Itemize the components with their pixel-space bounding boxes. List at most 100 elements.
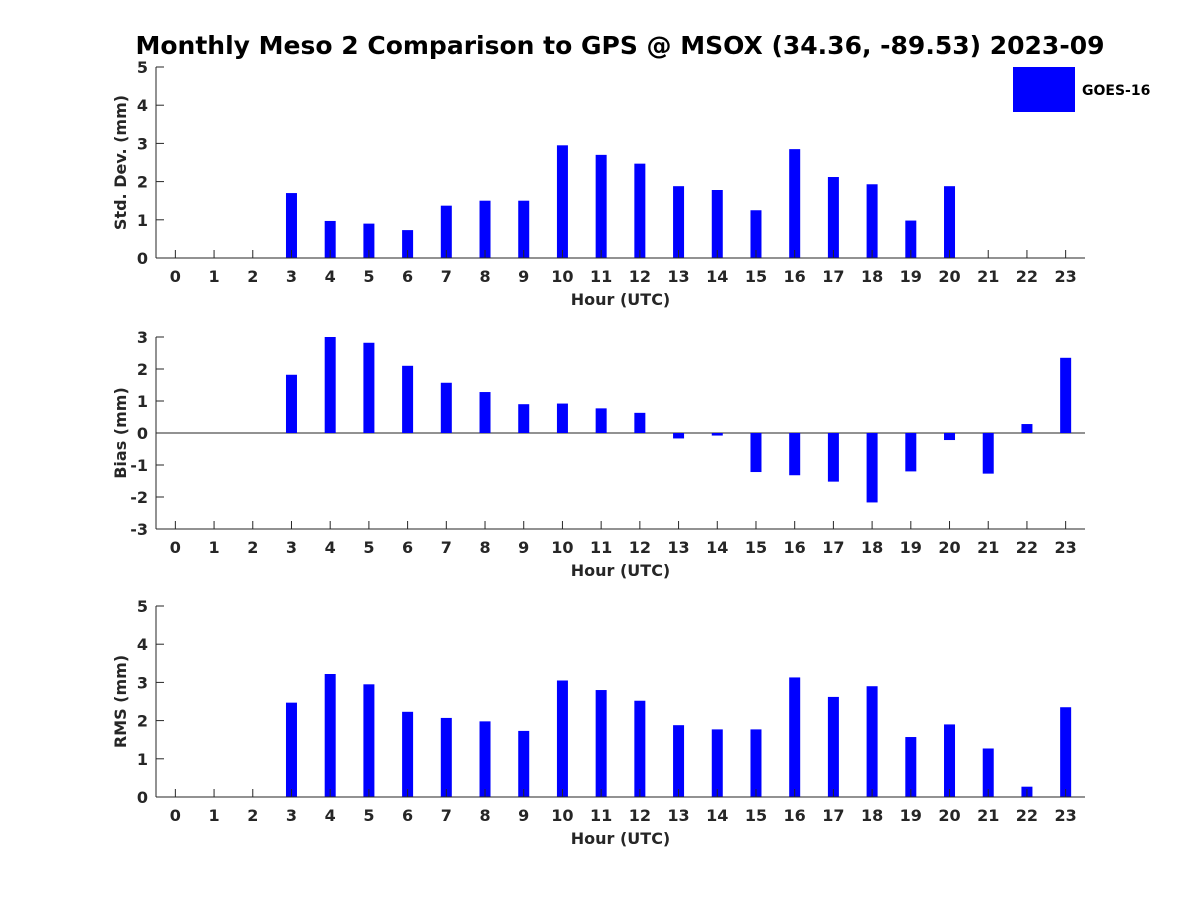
bar-hour-8 [479, 392, 491, 433]
y-tick-label: 0 [137, 249, 148, 268]
x-tick-label: 21 [977, 806, 999, 825]
x-tick-label: 1 [208, 267, 219, 286]
bar-hour-9 [518, 200, 530, 258]
x-tick-label: 3 [286, 538, 297, 557]
bar-hour-15 [750, 729, 762, 797]
bar-hour-17 [827, 696, 839, 797]
x-tick-label: 22 [1016, 806, 1038, 825]
bar-hour-8 [479, 200, 491, 258]
x-tick-label: 12 [629, 806, 651, 825]
x-tick-label: 8 [479, 267, 490, 286]
x-tick-label: 10 [551, 538, 573, 557]
bar-hour-11 [595, 690, 607, 797]
bar-hour-12 [634, 163, 646, 258]
y-tick-label: 3 [137, 134, 148, 153]
legend-swatch-goes16 [1013, 67, 1075, 112]
x-tick-label: 4 [325, 806, 336, 825]
bar-hour-15 [750, 433, 762, 473]
x-tick-label: 2 [247, 806, 258, 825]
bar-hour-3 [285, 702, 297, 797]
y-tick-label: 4 [137, 635, 148, 654]
bar-hour-12 [634, 412, 646, 433]
x-tick-label: 12 [629, 267, 651, 286]
x-tick-label: 17 [822, 538, 844, 557]
x-tick-label: 9 [518, 538, 529, 557]
y-axis-label: RMS (mm) [111, 655, 130, 748]
bar-hour-12 [634, 700, 646, 797]
bar-hour-19 [905, 433, 917, 472]
x-tick-label: 23 [1055, 538, 1077, 557]
bar-hour-14 [711, 433, 723, 436]
x-tick-label: 16 [784, 538, 806, 557]
x-tick-label: 11 [590, 538, 612, 557]
x-tick-label: 10 [551, 806, 573, 825]
x-tick-label: 6 [402, 267, 413, 286]
x-tick-label: 6 [402, 538, 413, 557]
bar-hour-6 [402, 711, 414, 797]
x-tick-label: 5 [363, 267, 374, 286]
bar-hour-13 [673, 725, 685, 797]
bar-hour-5 [363, 342, 375, 433]
bar-hour-23 [1060, 707, 1072, 797]
y-tick-label: 0 [137, 424, 148, 443]
x-axis-label: Hour (UTC) [571, 829, 671, 848]
x-tick-label: 7 [441, 806, 452, 825]
bar-hour-19 [905, 220, 917, 258]
x-tick-label: 22 [1016, 538, 1038, 557]
x-tick-label: 3 [286, 806, 297, 825]
bar-hour-23 [1060, 357, 1072, 433]
x-tick-label: 2 [247, 267, 258, 286]
y-tick-label: 1 [137, 211, 148, 230]
y-tick-label: 2 [137, 360, 148, 379]
x-tick-label: 16 [784, 806, 806, 825]
bar-hour-21 [982, 433, 994, 474]
y-tick-label: 2 [137, 173, 148, 192]
bar-hour-9 [518, 404, 530, 433]
y-tick-label: 0 [137, 788, 148, 807]
bar-hour-16 [789, 433, 801, 476]
x-tick-label: 9 [518, 267, 529, 286]
x-tick-label: 9 [518, 806, 529, 825]
y-tick-label: 5 [137, 58, 148, 77]
bar-hour-14 [711, 729, 723, 797]
x-tick-label: 23 [1055, 806, 1077, 825]
x-tick-label: 17 [822, 267, 844, 286]
bar-hour-18 [866, 184, 878, 258]
bar-hour-8 [479, 721, 491, 797]
x-tick-label: 8 [479, 538, 490, 557]
x-tick-label: 3 [286, 267, 297, 286]
bar-hour-6 [402, 230, 414, 258]
bar-hour-18 [866, 433, 878, 503]
x-tick-label: 13 [667, 538, 689, 557]
y-tick-label: 5 [137, 597, 148, 616]
bar-hour-5 [363, 684, 375, 797]
x-tick-label: 23 [1055, 267, 1077, 286]
bar-hour-21 [982, 748, 994, 797]
x-tick-label: 1 [208, 538, 219, 557]
bar-hour-16 [789, 149, 801, 258]
x-tick-label: 0 [170, 538, 181, 557]
x-tick-label: 14 [706, 806, 728, 825]
bar-hour-3 [285, 193, 297, 258]
bar-hour-13 [673, 433, 685, 439]
y-tick-label: -3 [130, 520, 148, 539]
bar-hour-19 [905, 737, 917, 797]
y-tick-label: -1 [130, 456, 148, 475]
bar-hour-17 [827, 433, 839, 482]
bar-hour-7 [440, 382, 452, 433]
bar-hour-16 [789, 677, 801, 797]
x-tick-label: 5 [363, 538, 374, 557]
x-tick-label: 19 [900, 267, 922, 286]
x-tick-label: 5 [363, 806, 374, 825]
x-tick-label: 6 [402, 806, 413, 825]
y-axis-label: Std. Dev. (mm) [111, 95, 130, 230]
bar-hour-20 [944, 186, 956, 258]
x-tick-label: 4 [325, 267, 336, 286]
bar-hour-4 [324, 220, 336, 258]
chart-title: Monthly Meso 2 Comparison to GPS @ MSOX … [136, 31, 1105, 60]
x-tick-label: 20 [938, 806, 960, 825]
y-tick-label: -2 [130, 488, 148, 507]
